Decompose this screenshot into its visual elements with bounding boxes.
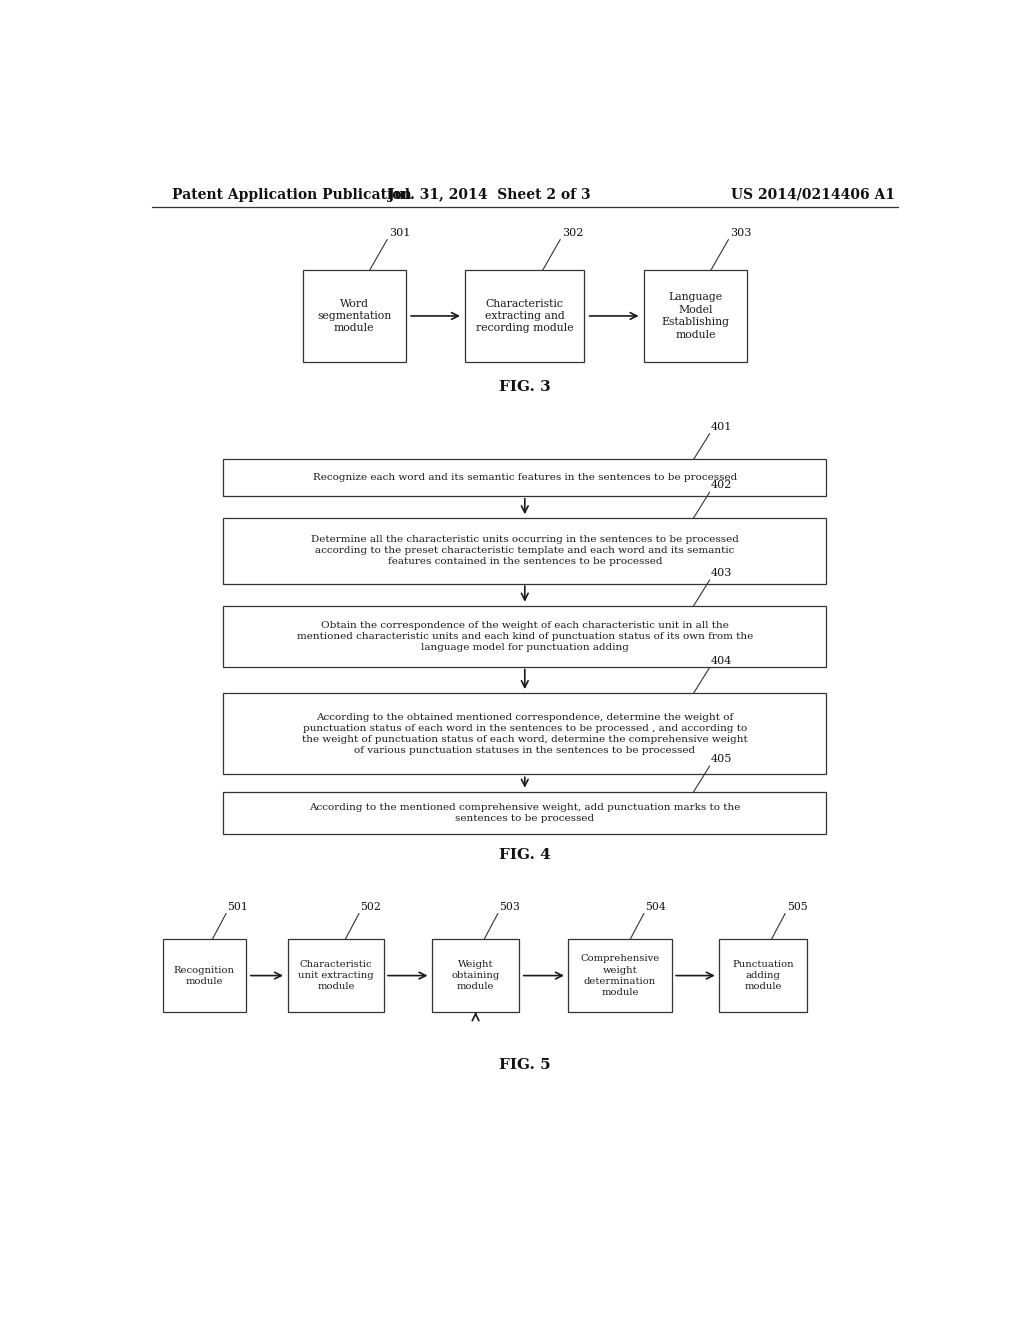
Text: Weight
obtaining
module: Weight obtaining module [452, 960, 500, 991]
Text: 302: 302 [562, 227, 583, 238]
Text: 403: 403 [711, 568, 732, 578]
Text: FIG. 5: FIG. 5 [499, 1059, 551, 1072]
Text: According to the obtained mentioned correspondence, determine the weight of
punc: According to the obtained mentioned corr… [302, 713, 748, 755]
FancyBboxPatch shape [465, 271, 585, 362]
FancyBboxPatch shape [223, 693, 826, 775]
Text: 502: 502 [360, 902, 381, 912]
Text: 404: 404 [711, 656, 732, 665]
Text: Language
Model
Establishing
module: Language Model Establishing module [662, 292, 729, 339]
Text: Recognize each word and its semantic features in the sentences to be processed: Recognize each word and its semantic fea… [312, 473, 737, 482]
Text: Characteristic
unit extracting
module: Characteristic unit extracting module [298, 960, 374, 991]
Text: US 2014/0214406 A1: US 2014/0214406 A1 [731, 187, 895, 202]
Text: 501: 501 [227, 902, 249, 912]
FancyBboxPatch shape [223, 792, 826, 834]
Text: Jul. 31, 2014  Sheet 2 of 3: Jul. 31, 2014 Sheet 2 of 3 [388, 187, 591, 202]
Text: According to the mentioned comprehensive weight, add punctuation marks to the
se: According to the mentioned comprehensive… [309, 803, 740, 822]
Text: Patent Application Publication: Patent Application Publication [172, 187, 412, 202]
Text: 505: 505 [786, 902, 808, 912]
FancyBboxPatch shape [644, 271, 746, 362]
FancyBboxPatch shape [303, 271, 406, 362]
Text: 503: 503 [500, 902, 520, 912]
Text: 405: 405 [711, 754, 732, 764]
Text: Punctuation
adding
module: Punctuation adding module [732, 960, 794, 991]
Text: Characteristic
extracting and
recording module: Characteristic extracting and recording … [476, 298, 573, 334]
FancyBboxPatch shape [163, 939, 246, 1012]
FancyBboxPatch shape [568, 939, 672, 1012]
FancyBboxPatch shape [289, 939, 384, 1012]
Text: 303: 303 [730, 227, 752, 238]
Text: 504: 504 [645, 902, 667, 912]
Text: Comprehensive
weight
determination
module: Comprehensive weight determination modul… [581, 954, 659, 997]
FancyBboxPatch shape [432, 939, 519, 1012]
Text: Obtain the correspondence of the weight of each characteristic unit in all the
m: Obtain the correspondence of the weight … [297, 620, 753, 652]
FancyBboxPatch shape [223, 517, 826, 583]
Text: Word
segmentation
module: Word segmentation module [317, 298, 391, 334]
Text: FIG. 3: FIG. 3 [499, 380, 551, 395]
Text: FIG. 4: FIG. 4 [499, 847, 551, 862]
FancyBboxPatch shape [223, 459, 826, 496]
Text: Recognition
module: Recognition module [174, 965, 234, 986]
Text: 402: 402 [711, 480, 732, 490]
Text: Determine all the characteristic units occurring in the sentences to be processe: Determine all the characteristic units o… [311, 535, 738, 566]
FancyBboxPatch shape [719, 939, 807, 1012]
Text: 401: 401 [711, 422, 732, 432]
FancyBboxPatch shape [223, 606, 826, 667]
Text: 301: 301 [389, 227, 410, 238]
